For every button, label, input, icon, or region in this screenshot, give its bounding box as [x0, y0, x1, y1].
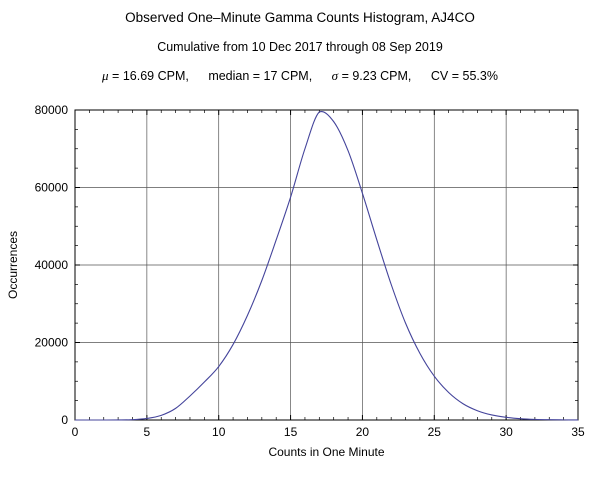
y-tick-label: 80000 [35, 103, 69, 117]
x-tick-label: 0 [72, 425, 79, 439]
x-tick-label: 25 [428, 425, 442, 439]
y-axis-title: Occurrences [6, 231, 20, 299]
x-tick-label: 5 [144, 425, 151, 439]
x-tick-label: 30 [499, 425, 513, 439]
sigma-value: = 9.23 CPM, [338, 69, 412, 83]
mu-symbol: μ [102, 68, 109, 83]
x-axis-title: Counts in One Minute [268, 445, 384, 459]
stat-median: median = 17 CPM, [208, 69, 313, 83]
chart-title: Observed One–Minute Gamma Counts Histogr… [125, 10, 475, 25]
mu-value: = 16.69 CPM, [108, 69, 189, 83]
y-tick-label: 60000 [35, 181, 69, 195]
stat-cv: CV = 55.3% [430, 69, 498, 83]
x-tick-label: 20 [356, 425, 370, 439]
x-tick-label: 15 [284, 425, 298, 439]
chart-stats-line: μ = 16.69 CPM, median = 17 CPM, σ = 9.23… [0, 68, 600, 84]
y-tick-label: 40000 [35, 258, 69, 272]
x-tick-label: 10 [212, 425, 226, 439]
stat-mean: μ = 16.69 CPM, [102, 68, 189, 83]
y-tick-label: 0 [61, 413, 68, 427]
y-tick-label: 20000 [35, 336, 69, 350]
chart-subtitle: Cumulative from 10 Dec 2017 through 08 S… [157, 40, 443, 54]
histogram-curve [74, 110, 579, 421]
sigma-symbol: σ [331, 68, 339, 83]
x-tick-label: 35 [571, 425, 585, 439]
stat-sigma: σ = 9.23 CPM, [331, 68, 412, 83]
